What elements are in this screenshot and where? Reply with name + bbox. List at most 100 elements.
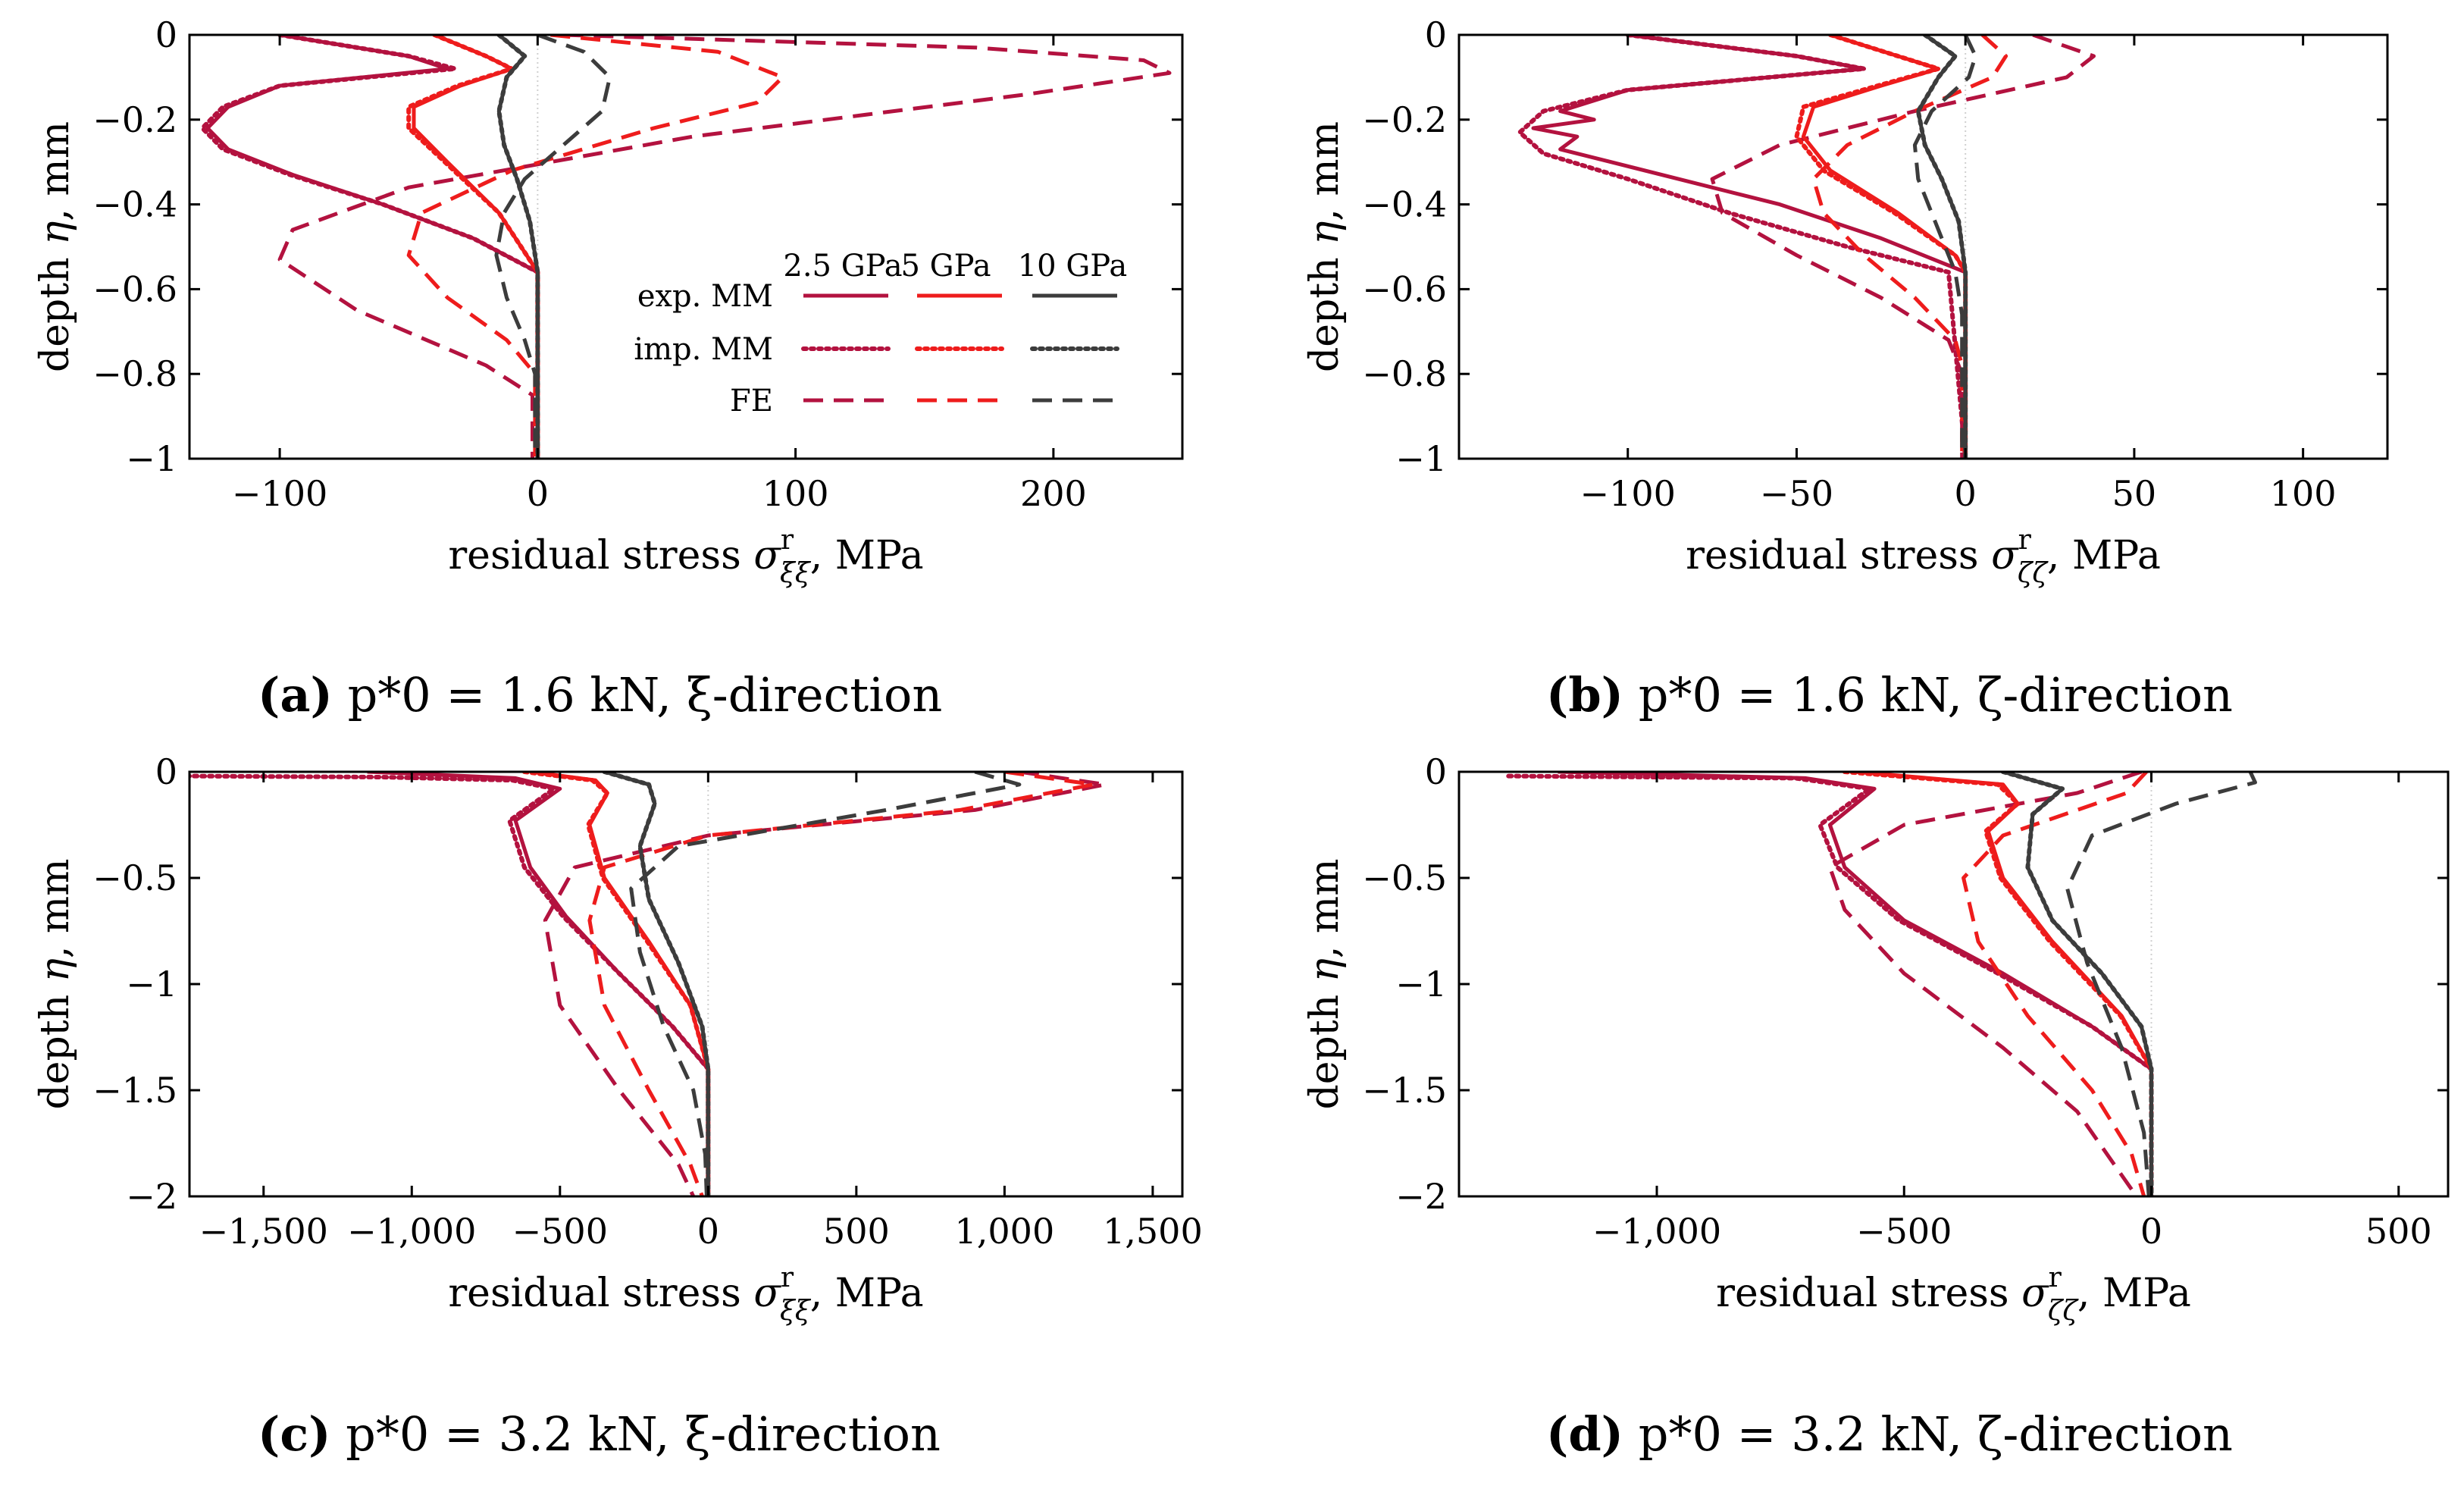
y-tick-label: 0 [155,14,177,55]
x-tick-label: 1,500 [1103,1211,1203,1252]
y-tick-label: −0.5 [1362,857,1447,898]
caption-letter: (a) [258,667,333,723]
series-group [1517,35,2096,459]
legend-row-label: imp. MM [634,332,773,367]
caption-d: (d) p*0 = 3.2 kN, ζ-direction [1546,1406,2233,1462]
series-line-2-5-gpa-exp-mm [367,772,710,1196]
x-tick-label: −1,000 [347,1211,476,1252]
series-line-5-gpa-imp-mm [1794,35,1968,459]
x-tick-label: 0 [2140,1211,2162,1252]
series-line-5-gpa-imp-mm [1842,772,2154,1196]
y-tick-label: −0.8 [1362,353,1447,394]
plot-frame [188,33,1184,460]
caption-text: p*0 = 1.6 kN, ζ-direction [1638,667,2233,723]
series-line-5-gpa-fe [1811,35,2008,459]
y-tick-label: 0 [155,751,177,792]
plot-frame [1457,33,2389,460]
x-tick-label: −1,500 [199,1211,328,1252]
series-line-5-gpa-exp-mm [530,772,710,1196]
y-tick-label: −1 [1395,964,1447,1005]
y-tick-label: 0 [1425,751,1447,792]
y-tick-label: −0.5 [92,857,177,898]
x-tick-label: 50 [2112,473,2157,514]
series-line-2-5-gpa-imp-mm [200,35,540,459]
series-line-10-gpa-fe [1912,35,1977,459]
series-line-10-gpa-imp-mm [1915,35,1968,459]
y-axis-label: depth η, mm [33,121,78,372]
legend-row-label: exp. MM [637,279,773,314]
x-tick-label: −1,000 [1592,1211,1721,1252]
series-line-10-gpa-exp-mm [2002,772,2153,1196]
series-line-2-5-gpa-fe [1827,772,2143,1196]
chart-a: −100 0 100 200 0 −0.2 −0.4 −0.6 −0.8 −1 residual s… [33,14,1184,589]
y-tick-label: −0.6 [1362,268,1447,309]
series-group [200,35,1172,459]
series-line-10-gpa-fe [629,772,1022,1196]
y-tick-label: −2 [126,1176,177,1217]
y-tick-label: −0.4 [92,184,177,225]
x-tick-label: 500 [823,1211,890,1252]
caption-a: (a) p*0 = 1.6 kN, ξ-direction [258,667,942,723]
series-line-5-gpa-imp-mm [406,35,540,459]
series-line-2-5-gpa-fe [543,772,1107,1196]
x-axis-label: residual stress σr ζζ, MPa [1716,1262,2191,1327]
x-axis-label: residual stress σr ξξ, MPa [448,525,923,589]
caption-c: (c) p*0 = 3.2 kN, ξ-direction [258,1406,941,1462]
chart-d: −1,000 −500 0 500 0 −0.5 −1 −1.5 −2 residual stre… [1302,751,2450,1327]
caption-letter: (b) [1546,667,1624,723]
series-line-2-5-gpa-fe [277,35,1172,459]
y-tick-label: −1.5 [1362,1070,1447,1111]
series-line-10-gpa-fe [2065,772,2257,1196]
series-line-2-5-gpa-imp-mm [189,773,711,1196]
series-line-10-gpa-imp-mm [496,35,540,459]
x-tick-label: 500 [2365,1211,2432,1252]
y-tick-label: −0.2 [1362,99,1447,140]
y-tick-label: −1.5 [92,1070,177,1111]
caption-text: p*0 = 3.2 kN, ξ-direction [346,1406,941,1462]
x-tick-label: 200 [1020,473,1087,514]
x-tick-label: −100 [232,473,327,514]
series-line-2-5-gpa-exp-mm [1558,772,2153,1196]
y-axis-label: depth η, mm [1302,858,1348,1109]
x-tick-label: 100 [2270,473,2337,514]
caption-b: (b) p*0 = 1.6 kN, ζ-direction [1546,667,2233,723]
series-line-2-5-gpa-imp-mm [1506,773,2154,1196]
y-tick-label: −0.6 [92,268,177,309]
chart-c: −1,500 −1,000 −500 0 500 1,000 1,500 0 −0.5 −1 −1.… [33,751,1203,1327]
series-line-10-gpa-fe [494,35,612,459]
series-line-2-5-gpa-imp-mm [1517,35,1968,459]
legend-column-label: 10 GPa [1018,249,1128,284]
y-tick-label: −2 [1395,1176,1447,1217]
y-tick-label: −1 [126,438,177,479]
series-line-5-gpa-fe [406,35,785,459]
chart-b: −100 −50 0 50 100 0 −0.2 −0.4 −0.6 −0.8 −1 residual… [1302,14,2389,589]
legend-row-label: FE [730,384,773,418]
series-line-5-gpa-fe [587,772,1096,1196]
y-tick-label: −0.2 [92,99,177,140]
y-tick-label: −0.4 [1362,184,1447,225]
series-line-10-gpa-exp-mm [603,772,710,1196]
caption-text: p*0 = 3.2 kN, ζ-direction [1638,1406,2233,1462]
legend-column-label: 5 GPa [900,249,991,284]
legend-column-label: 2.5 GPa [783,249,902,284]
x-tick-label: −500 [1856,1211,1952,1252]
y-axis-label: depth η, mm [33,858,78,1109]
x-tick-label: −100 [1580,473,1676,514]
x-tick-label: 0 [697,1211,719,1252]
x-tick-label: −50 [1760,473,1833,514]
y-tick-label: −1 [1395,438,1447,479]
x-axis-label: residual stress σr ζζ, MPa [1686,525,2161,589]
caption-letter: (d) [1546,1406,1624,1462]
x-tick-label: −500 [512,1211,608,1252]
y-axis-label: depth η, mm [1302,121,1348,372]
caption-text: p*0 = 1.6 kN, ξ-direction [347,667,943,723]
caption-letter: (c) [258,1406,331,1462]
x-axis-label: residual stress σr ξξ, MPa [448,1262,923,1327]
series-line-10-gpa-imp-mm [602,772,711,1196]
y-tick-label: −0.8 [92,353,177,394]
series-group [189,772,1107,1196]
series-line-5-gpa-fe [1961,772,2148,1196]
x-tick-label: 1,000 [955,1211,1055,1252]
